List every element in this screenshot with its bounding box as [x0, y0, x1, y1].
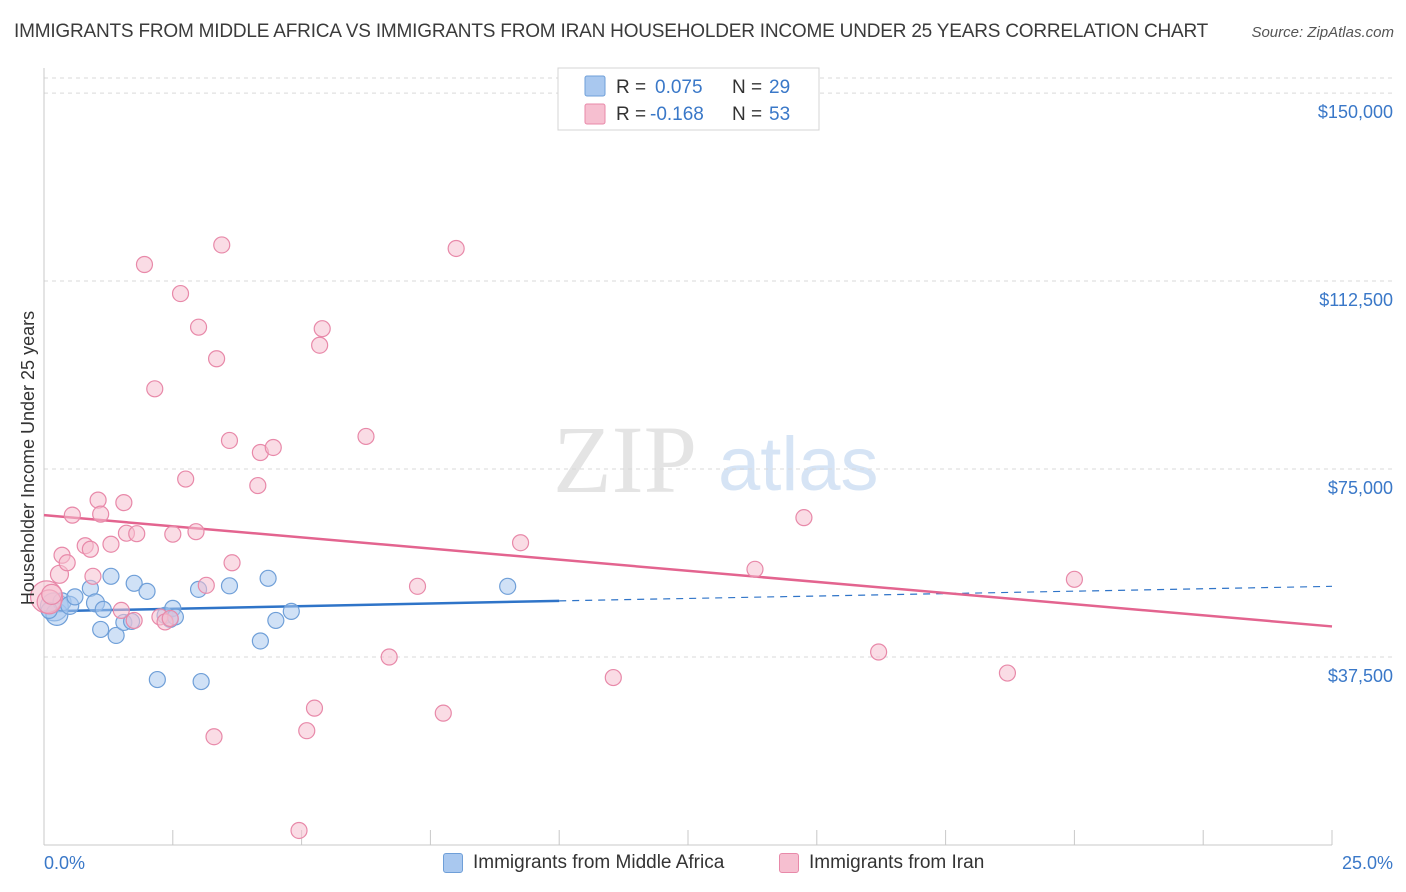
point-iran	[102, 535, 120, 553]
legend-swatch-blue	[584, 75, 606, 97]
trend-line-iran	[43, 513, 1333, 628]
point-iran	[220, 431, 239, 450]
legend-label-middle-africa: Immigrants from Middle Africa	[473, 852, 725, 873]
point-middle-africa	[66, 588, 84, 606]
point-middle-africa	[267, 611, 285, 630]
point-iran	[81, 540, 99, 558]
legend-n-label-2: N =	[732, 104, 762, 125]
legend-n-label-1: N =	[732, 77, 762, 98]
legend-n-value-2: 53	[769, 104, 790, 125]
legend-item-middle-africa: Immigrants from Middle Africa	[443, 852, 724, 874]
point-iran	[408, 577, 427, 595]
x-tick-label-min: 0.0%	[44, 853, 85, 873]
point-iran	[63, 506, 81, 524]
point-iran	[92, 505, 110, 523]
x-tick-label-max: 25.0%	[1342, 853, 1393, 873]
point-iran	[357, 427, 375, 446]
point-iran	[164, 525, 182, 543]
point-iran	[313, 320, 331, 338]
point-iran	[290, 821, 308, 840]
point-iran	[870, 643, 888, 661]
point-iran	[298, 722, 316, 740]
legend-swatch-middle-africa	[443, 853, 463, 873]
point-iran	[84, 567, 102, 585]
point-middle-africa	[138, 582, 156, 600]
x-ticks	[172, 830, 1333, 845]
gridlines	[44, 77, 1395, 658]
point-iran	[161, 609, 179, 628]
point-iran	[380, 648, 398, 666]
point-iran	[1065, 570, 1084, 588]
point-iran	[177, 470, 195, 488]
y-tick-label: $75,000	[1328, 478, 1393, 498]
point-iran	[311, 336, 329, 354]
point-iran	[223, 554, 241, 572]
point-middle-africa	[192, 672, 210, 691]
legend-item-iran: Immigrants from Iran	[779, 852, 984, 874]
legend-bottom: Immigrants from Middle Africa Immigrants…	[0, 852, 1406, 878]
point-iran	[213, 236, 231, 254]
point-iran	[187, 523, 205, 541]
chart-title: IMMIGRANTS FROM MIDDLE AFRICA VS IMMIGRA…	[14, 21, 1209, 42]
point-middle-africa	[102, 567, 120, 585]
source-note: Source: ZipAtlas.com	[1251, 24, 1394, 41]
point-iran	[197, 576, 215, 594]
point-iran	[205, 728, 223, 746]
point-iran	[511, 534, 530, 552]
y-tick-labels: $37,500 $75,000 $112,500 $150,000	[1318, 102, 1393, 686]
point-middle-africa	[92, 620, 110, 639]
point-iran	[795, 509, 813, 527]
trend-line-middle-africa	[43, 599, 560, 613]
y-tick-label: $150,000	[1318, 102, 1393, 122]
point-iran	[41, 583, 63, 605]
point-middle-africa	[259, 569, 277, 587]
watermark-atlas: atlas	[718, 422, 879, 507]
y-tick-label: $112,500	[1319, 290, 1393, 310]
point-iran	[171, 284, 190, 303]
point-iran	[128, 525, 146, 543]
legend-swatch-pink	[584, 103, 606, 125]
y-axis-label: Householder Income Under 25 years	[18, 311, 38, 605]
point-iran	[447, 239, 465, 258]
point-middle-africa	[251, 632, 269, 650]
legend-r-value-1: 0.075	[655, 77, 703, 98]
legend-swatch-iran	[779, 853, 799, 873]
point-iran	[58, 554, 76, 572]
point-iran	[125, 611, 143, 630]
legend-top: R = 0.075 N = 29 R = -0.168 N = 53	[557, 67, 820, 131]
point-middle-africa	[125, 574, 143, 592]
point-iran	[746, 560, 764, 578]
point-iran	[189, 318, 208, 336]
point-iran	[115, 494, 133, 512]
watermark-zip: ZIP	[553, 406, 697, 513]
legend-r-value-2: -0.168	[650, 104, 704, 125]
point-iran	[89, 491, 107, 509]
point-iran	[604, 668, 622, 687]
legend-r-label-1: R =	[616, 77, 646, 98]
point-middle-africa	[499, 577, 517, 595]
point-iran	[112, 601, 130, 619]
legend-r-label-2: R =	[616, 104, 646, 125]
point-iran	[146, 380, 164, 398]
point-iran	[249, 476, 267, 495]
point-iran	[207, 350, 226, 368]
point-middle-africa	[220, 577, 239, 595]
point-middle-africa	[282, 602, 300, 620]
point-iran	[135, 255, 154, 274]
trend-lines	[43, 513, 1333, 628]
legend-n-value-1: 29	[769, 77, 790, 98]
point-iran	[264, 438, 282, 457]
data-points	[29, 236, 1084, 840]
point-middle-africa	[94, 600, 112, 618]
y-tick-label: $37,500	[1328, 666, 1393, 686]
point-iran	[305, 699, 324, 717]
point-iran	[434, 704, 452, 722]
point-middle-africa	[107, 626, 125, 645]
point-middle-africa	[148, 670, 166, 689]
legend-label-iran: Immigrants from Iran	[809, 852, 985, 873]
point-iran	[998, 664, 1017, 682]
